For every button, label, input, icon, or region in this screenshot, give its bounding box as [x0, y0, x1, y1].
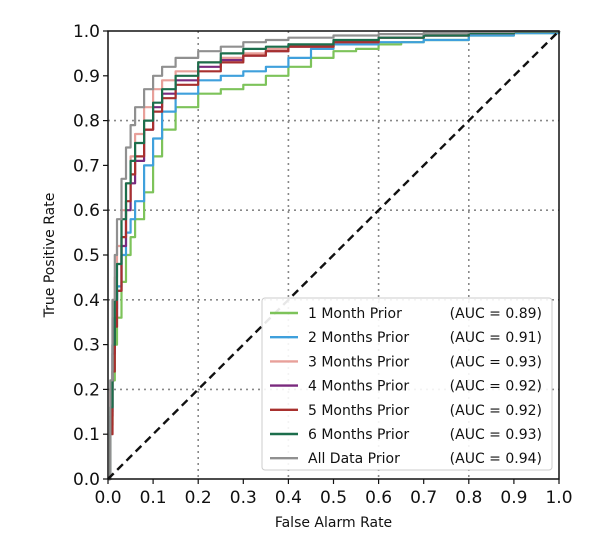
- x-tick-label: 0.2: [185, 488, 212, 508]
- x-tick-label: 0.4: [275, 488, 302, 508]
- y-tick-label: 0.5: [73, 246, 100, 266]
- legend-label: 1 Month Prior: [308, 306, 402, 322]
- legend-auc: (AUC = 0.91): [450, 330, 542, 346]
- series-lines: [107, 30, 561, 481]
- legend-label: All Data Prior: [308, 451, 400, 467]
- y-tick-label: 0.0: [73, 470, 100, 490]
- legend-label: 3 Months Prior: [308, 354, 409, 370]
- y-tick-label: 0.7: [73, 156, 100, 176]
- y-axis-ticks: 0.0 0.1 0.2 0.3 0.4 0.5 0.6 0.7 0.8 0.9 1.0: [73, 22, 108, 490]
- series-line-7: [108, 30, 561, 481]
- legend-label: 5 Months Prior: [308, 403, 409, 419]
- legend-label: 4 Months Prior: [308, 379, 409, 395]
- x-tick-label: 0.7: [410, 488, 437, 508]
- x-tick-label: 0.5: [320, 488, 347, 508]
- legend-auc: (AUC = 0.92): [450, 379, 542, 395]
- x-axis-label: False Alarm Rate: [275, 515, 392, 531]
- y-tick-label: 0.6: [73, 201, 100, 221]
- x-tick-label: 0.1: [140, 488, 167, 508]
- y-tick-label: 0.1: [73, 425, 100, 445]
- legend-label: 2 Months Prior: [308, 330, 409, 346]
- legend-label: 6 Months Prior: [308, 427, 409, 443]
- x-tick-label: 0.9: [500, 488, 527, 508]
- x-axis-ticks: 0.0 0.1 0.2 0.3 0.4 0.5 0.6 0.7 0.8 0.9 1.0: [94, 479, 573, 508]
- y-tick-label: 0.9: [73, 67, 100, 87]
- series-line-6: [108, 30, 561, 481]
- x-tick-label: 0.0: [94, 488, 121, 508]
- y-tick-label: 0.2: [73, 380, 100, 400]
- y-tick-label: 1.0: [73, 22, 100, 42]
- reference-diagonal: [107, 30, 560, 480]
- legend: 1 Month Prior (AUC = 0.89) 2 Months Prior (…: [261, 297, 553, 471]
- legend-auc: (AUC = 0.93): [450, 427, 542, 443]
- y-axis-label: True Positive Rate: [42, 193, 58, 319]
- legend-box: [261, 297, 553, 471]
- legend-auc: (AUC = 0.89): [450, 306, 542, 322]
- x-tick-label: 0.8: [455, 488, 482, 508]
- y-tick-label: 0.3: [73, 336, 100, 356]
- x-tick-label: 0.6: [365, 488, 392, 508]
- legend-auc: (AUC = 0.93): [450, 354, 542, 370]
- y-tick-label: 0.4: [73, 291, 100, 311]
- x-tick-label: 0.3: [230, 488, 257, 508]
- x-tick-label: 1.0: [545, 488, 572, 508]
- legend-auc: (AUC = 0.94): [450, 451, 542, 467]
- legend-auc: (AUC = 0.92): [450, 403, 542, 419]
- y-tick-label: 0.8: [73, 112, 100, 132]
